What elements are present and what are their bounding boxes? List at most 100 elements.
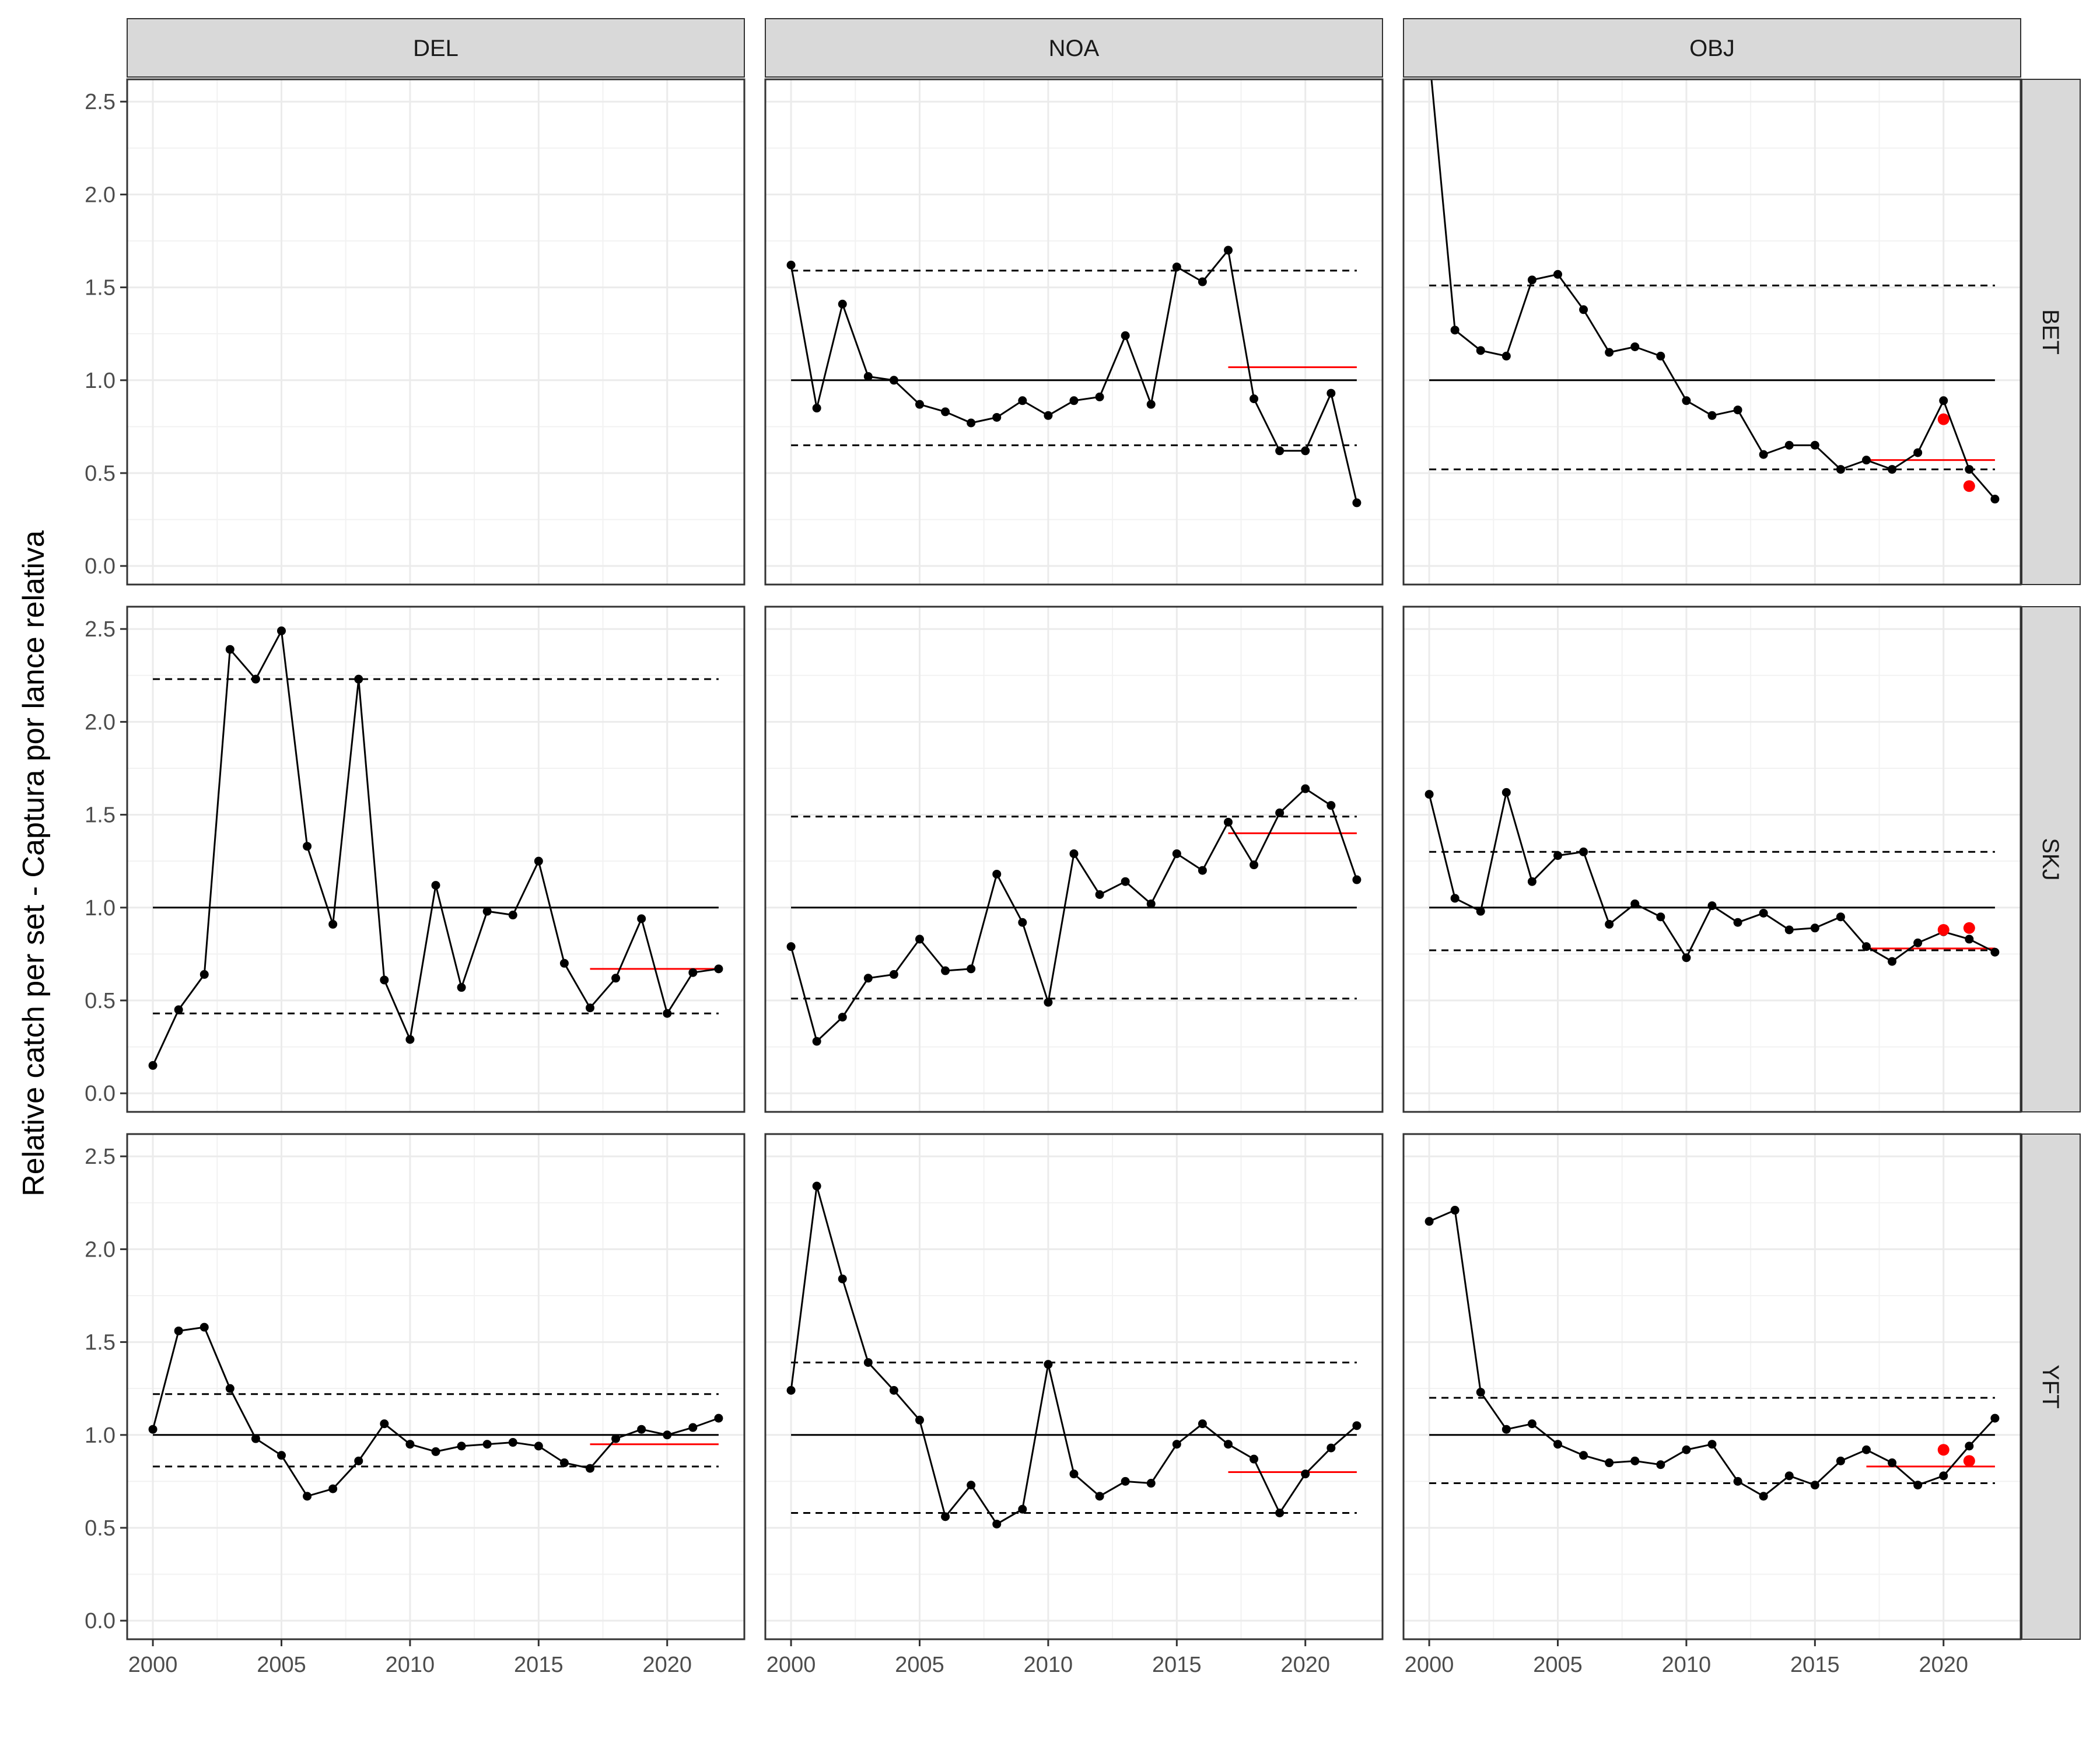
data-point-YFT-NOA (1018, 1504, 1027, 1514)
data-point-BET-NOA (1044, 411, 1053, 420)
x-tick-label: 2000 (128, 1653, 178, 1677)
data-point-SKJ-DEL (714, 964, 723, 974)
y-tick-label: 2.5 (85, 1145, 116, 1169)
panel-border-YFT-NOA (764, 1133, 1384, 1640)
panel-bg-SKJ-NOA (765, 607, 1382, 1112)
data-point-SKJ-NOA (1069, 849, 1079, 858)
data-point-SKJ-OBJ (1682, 953, 1691, 963)
x-tick-label: 2010 (386, 1653, 435, 1677)
data-point-SKJ-OBJ (1476, 907, 1485, 916)
data-point-YFT-OBJ (1784, 1471, 1794, 1481)
y-tick-label: 1.5 (85, 276, 116, 300)
panel-border-BET-OBJ (1402, 78, 2022, 586)
data-point-BET-OBJ (1579, 305, 1588, 314)
y-tick-label: 0.0 (85, 1609, 116, 1633)
data-point-YFT-NOA (941, 1512, 950, 1521)
data-point-BET-OBJ (1656, 351, 1665, 361)
data-point-YFT-DEL (380, 1419, 389, 1429)
strip-label-OBJ: OBJ (1689, 36, 1735, 61)
data-point-SKJ-NOA (1044, 998, 1053, 1007)
data-point-YFT-OBJ (1682, 1445, 1691, 1454)
data-point-SKJ-NOA (786, 942, 796, 951)
data-point-BET-NOA (1018, 396, 1027, 405)
highlight-point-YFT-OBJ (1963, 1455, 1975, 1467)
strip-bg-DEL (127, 18, 745, 78)
y-tick-label: 0.5 (85, 1516, 116, 1541)
data-point-YFT-NOA (1069, 1469, 1079, 1479)
data-point-YFT-DEL (225, 1384, 235, 1393)
data-point-SKJ-NOA (967, 964, 976, 974)
data-point-SKJ-DEL (251, 674, 260, 684)
panel-border-SKJ-DEL (126, 606, 746, 1113)
data-point-SKJ-DEL (354, 674, 363, 684)
data-point-SKJ-OBJ (1913, 938, 1923, 947)
panel-border-YFT-OBJ (1402, 1133, 2022, 1640)
data-point-YFT-NOA (967, 1481, 976, 1490)
panel-bg-YFT-DEL (127, 1134, 744, 1639)
data-point-YFT-DEL (303, 1492, 312, 1501)
strip-bg-BET (2021, 79, 2081, 585)
data-point-YFT-OBJ (1476, 1388, 1485, 1397)
data-point-BET-OBJ (1784, 440, 1794, 450)
data-point-SKJ-OBJ (1810, 923, 1819, 933)
data-point-YFT-DEL (559, 1458, 569, 1468)
data-point-BET-OBJ (1527, 275, 1536, 285)
data-point-SKJ-DEL (380, 975, 389, 985)
data-point-BET-NOA (1146, 400, 1156, 409)
data-point-YFT-DEL (405, 1440, 415, 1449)
data-point-YFT-DEL (354, 1456, 363, 1465)
data-point-YFT-OBJ (1888, 1458, 1897, 1468)
strip-bg-SKJ (2021, 606, 2081, 1112)
data-point-YFT-NOA (812, 1181, 821, 1191)
panel-bg-SKJ-OBJ (1404, 607, 2021, 1112)
data-point-YFT-OBJ (1990, 1413, 2000, 1423)
data-point-SKJ-OBJ (1733, 918, 1742, 927)
y-tick-label: 1.5 (85, 803, 116, 828)
data-point-YFT-NOA (863, 1358, 873, 1367)
data-point-SKJ-NOA (1301, 784, 1310, 793)
x-tick-label: 2005 (1533, 1653, 1583, 1677)
data-point-SKJ-DEL (328, 919, 338, 929)
data-point-SKJ-NOA (1352, 875, 1362, 884)
data-point-SKJ-DEL (611, 974, 621, 983)
data-point-SKJ-DEL (277, 626, 286, 635)
data-point-YFT-DEL (586, 1464, 594, 1473)
data-point-YFT-NOA (786, 1385, 796, 1395)
x-tick-label: 2010 (1662, 1653, 1712, 1677)
data-point-SKJ-OBJ (1656, 912, 1665, 922)
data-point-YFT-OBJ (1759, 1492, 1768, 1501)
data-point-YFT-OBJ (1424, 1217, 1434, 1226)
y-tick-label: 2.0 (85, 183, 116, 207)
data-point-YFT-NOA (992, 1520, 1002, 1529)
data-point-SKJ-OBJ (1424, 790, 1434, 799)
data-point-SKJ-OBJ (1707, 901, 1717, 911)
data-point-YFT-OBJ (1450, 1206, 1460, 1215)
data-point-SKJ-DEL (534, 856, 543, 866)
data-point-YFT-DEL (534, 1441, 543, 1451)
panel-border-SKJ-NOA (764, 606, 1384, 1113)
data-point-BET-NOA (863, 372, 873, 381)
highlight-point-BET-OBJ (1963, 480, 1975, 492)
data-point-SKJ-OBJ (1527, 877, 1536, 886)
data-point-YFT-OBJ (1502, 1425, 1511, 1434)
data-point-BET-OBJ (1990, 495, 2000, 504)
panel-border-BET-DEL (126, 78, 746, 586)
data-point-YFT-DEL (251, 1434, 260, 1443)
data-point-SKJ-NOA (1275, 808, 1284, 817)
data-point-YFT-DEL (637, 1425, 646, 1434)
data-point-BET-OBJ (1836, 465, 1845, 474)
data-point-BET-OBJ (1939, 396, 1948, 405)
data-point-SKJ-NOA (1095, 890, 1104, 899)
strip-bg-OBJ (1403, 18, 2021, 78)
panel-bg-BET-NOA (765, 79, 1382, 585)
data-point-YFT-NOA (889, 1385, 898, 1395)
data-point-YFT-NOA (1250, 1454, 1259, 1464)
data-point-BET-NOA (992, 412, 1002, 422)
data-point-BET-NOA (1275, 446, 1284, 456)
data-point-SKJ-NOA (1172, 849, 1181, 858)
data-point-SKJ-NOA (1146, 899, 1156, 908)
data-point-BET-OBJ (1502, 351, 1511, 361)
strip-label-YFT: YFT (2038, 1364, 2063, 1409)
strip-label-NOA: NOA (1049, 36, 1100, 61)
data-point-BET-OBJ (1965, 465, 1974, 474)
